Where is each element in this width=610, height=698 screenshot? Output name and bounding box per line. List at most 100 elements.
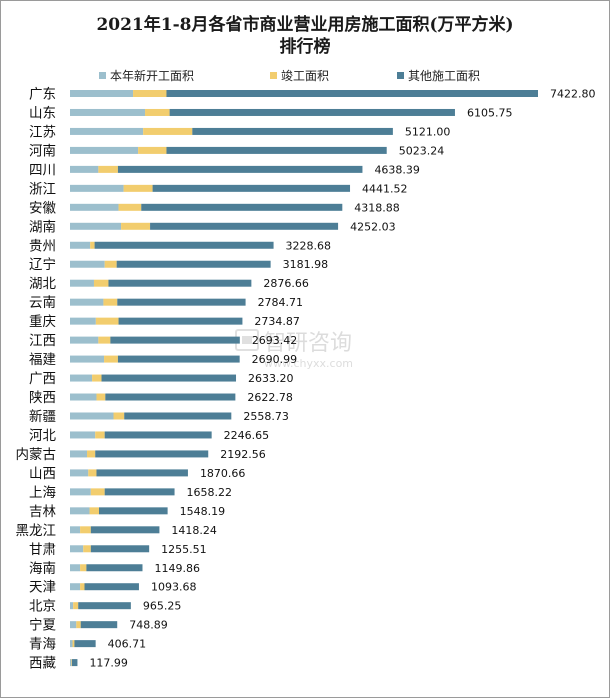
- value-label: 1658.22: [187, 486, 233, 499]
- bar-segment-new-start: [70, 279, 94, 287]
- watermark-text: 智研咨询: [264, 331, 352, 356]
- bar-segment-other: [104, 431, 212, 439]
- bar-segment-other: [94, 241, 274, 249]
- bar-segment-completed: [76, 621, 81, 629]
- bar-segment-other: [117, 165, 363, 173]
- legend-label-new-start: 本年新开工面积: [110, 69, 195, 83]
- chart-title: 2021年1-8月各省市商业营业用房施工面积(万平方米) 排行榜: [0, 14, 610, 58]
- value-label: 1093.68: [151, 581, 197, 594]
- category-label: 河南: [29, 143, 56, 159]
- category-label: 海南: [29, 561, 56, 577]
- category-label: 西藏: [29, 656, 56, 672]
- bar-segment-other: [166, 146, 387, 154]
- bar-segment-new-start: [70, 583, 81, 591]
- category-label: 福建: [29, 352, 56, 368]
- bar-segment-completed: [89, 507, 100, 515]
- legend-label-completed: 竣工面积: [281, 69, 330, 83]
- bar-segment-completed: [113, 412, 125, 420]
- legend-item-completed: 竣工面积: [270, 67, 329, 84]
- value-label: 4638.39: [374, 163, 420, 176]
- legend-label-other: 其他施工面积: [408, 69, 481, 83]
- category-label: 广西: [29, 371, 56, 387]
- bar-segment-completed: [80, 583, 85, 591]
- category-label: 重庆: [29, 314, 56, 330]
- value-label: 1548.19: [180, 505, 226, 518]
- legend-swatch-completed: [270, 72, 277, 79]
- bar-segment-new-start: [70, 184, 124, 192]
- category-label: 江苏: [29, 124, 56, 140]
- bar-segment-other: [192, 127, 393, 135]
- bar-segment-new-start: [70, 260, 105, 268]
- bar-segment-other: [124, 412, 232, 420]
- value-label: 4318.88: [354, 201, 400, 214]
- bar-segment-other: [141, 203, 343, 211]
- category-label: 新疆: [29, 409, 56, 425]
- value-label: 2192.56: [220, 448, 265, 461]
- category-label: 黑龙江: [16, 523, 57, 539]
- bar-segment-other: [108, 279, 252, 287]
- bar-segment-other: [95, 450, 209, 458]
- category-label: 山东: [29, 105, 56, 121]
- bar-segment-completed: [104, 355, 118, 363]
- bar-segment-other: [169, 108, 455, 116]
- bar-segment-completed: [87, 450, 96, 458]
- bar-segment-new-start: [70, 165, 99, 173]
- legend-item-new-start: 本年新开工面积: [99, 67, 194, 84]
- category-label: 辽宁: [29, 256, 56, 273]
- bar-segment-new-start: [70, 374, 93, 382]
- bar-segment-other: [71, 659, 78, 667]
- value-label: 1870.66: [200, 467, 246, 480]
- chart-title-line2: 排行榜: [279, 37, 331, 57]
- bar-segment-other: [152, 184, 351, 192]
- legend: 本年新开工面积 竣工面积 其他施工面积: [0, 67, 610, 83]
- bar-segment-completed: [73, 602, 79, 610]
- value-label: 3181.98: [283, 258, 329, 271]
- category-label: 天津: [29, 580, 56, 596]
- value-label: 5023.24: [399, 144, 445, 157]
- value-label: 4252.03: [350, 220, 396, 233]
- bar-segment-completed: [121, 222, 151, 230]
- bar-segment-new-start: [70, 621, 77, 629]
- bar-segment-new-start: [70, 241, 91, 249]
- bar-segment-new-start: [70, 469, 89, 477]
- category-label: 内蒙古: [16, 447, 57, 463]
- category-label: 安徽: [29, 200, 56, 216]
- value-label: 2690.99: [252, 353, 298, 366]
- bar-segment-completed: [138, 146, 167, 154]
- bar-segment-other: [105, 393, 236, 401]
- bar-segment-new-start: [70, 412, 114, 420]
- bar-segment-other: [101, 374, 237, 382]
- bar-segment-completed: [98, 336, 111, 344]
- bar-segment-new-start: [70, 545, 84, 553]
- category-label: 陕西: [29, 390, 56, 406]
- bar-segment-completed: [98, 165, 118, 173]
- bar-segment-completed: [80, 526, 91, 534]
- value-label: 1255.51: [161, 543, 207, 556]
- bar-segment-completed: [96, 393, 106, 401]
- value-label: 1149.86: [155, 562, 201, 575]
- category-label: 贵州: [29, 238, 56, 254]
- bar-segment-new-start: [70, 659, 72, 667]
- value-label: 3228.68: [286, 239, 332, 252]
- bar-segment-completed: [123, 184, 153, 192]
- bar-segment-completed: [90, 488, 105, 496]
- value-label: 2693.42: [252, 334, 298, 347]
- bar-segment-new-start: [70, 203, 119, 211]
- bar-segment-new-start: [70, 564, 81, 572]
- bar-segment-completed: [118, 203, 142, 211]
- bar-segment-new-start: [70, 393, 97, 401]
- category-label: 青海: [29, 637, 56, 653]
- bar-segment-completed: [92, 374, 102, 382]
- bar-segment-completed: [71, 659, 72, 667]
- bar-segment-new-start: [70, 488, 91, 496]
- value-label: 2246.65: [224, 429, 270, 442]
- bar-segment-new-start: [70, 298, 104, 306]
- bar-segment-new-start: [70, 640, 73, 648]
- bars: 广东 7422.80 山东 6105.75 江苏 5121.00 河南 5023.24 四川 46…: [16, 87, 596, 672]
- value-label: 117.99: [89, 657, 128, 670]
- bar-segment-new-start: [70, 431, 96, 439]
- bar-segment-completed: [72, 640, 75, 648]
- bar-segment-completed: [95, 431, 105, 439]
- bar-segment-completed: [133, 90, 167, 97]
